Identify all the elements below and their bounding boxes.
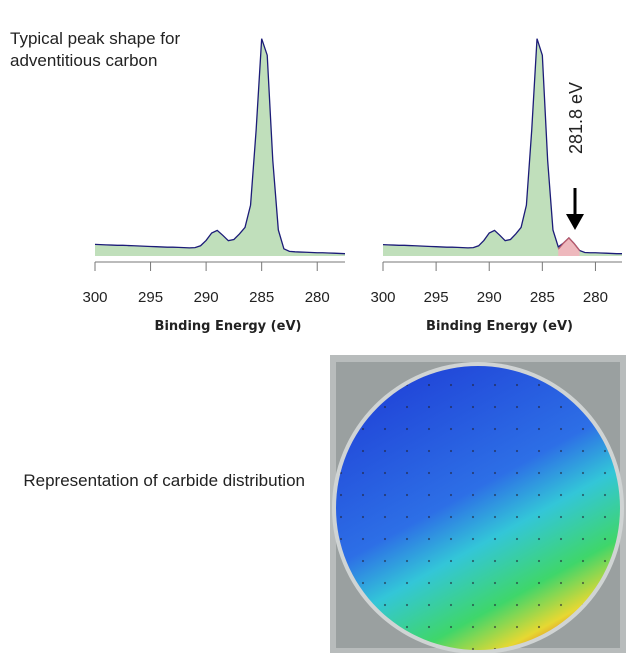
- x-tick-label: 295: [424, 289, 449, 306]
- x-tick-label: 290: [194, 289, 219, 306]
- chart-title: Typical peak shape for adventitious carb…: [10, 28, 260, 72]
- x-tick-label: 300: [370, 289, 395, 306]
- wafer-map: [330, 355, 626, 653]
- x-tick-label: 280: [583, 289, 608, 306]
- figure: 281.8 eV 300295290285280Binding Energy (…: [0, 0, 626, 653]
- x-tick-label: 290: [477, 289, 502, 306]
- x-axis-label: Binding Energy (eV): [426, 319, 573, 334]
- x-tick-label: 285: [530, 289, 555, 306]
- x-tick-label: 280: [305, 289, 330, 306]
- arrow: [566, 188, 584, 230]
- caption: Representation of carbide distribution: [20, 468, 305, 494]
- page: 281.8 eV 300295290285280Binding Energy (…: [0, 0, 626, 653]
- x-tick-label: 300: [82, 289, 107, 306]
- x-axis-label: Binding Energy (eV): [155, 319, 302, 334]
- x-tick-label: 295: [138, 289, 163, 306]
- x-tick-label: 285: [249, 289, 274, 306]
- area: [383, 39, 622, 256]
- line: [383, 39, 622, 254]
- annotation: 281.8 eV: [566, 82, 586, 154]
